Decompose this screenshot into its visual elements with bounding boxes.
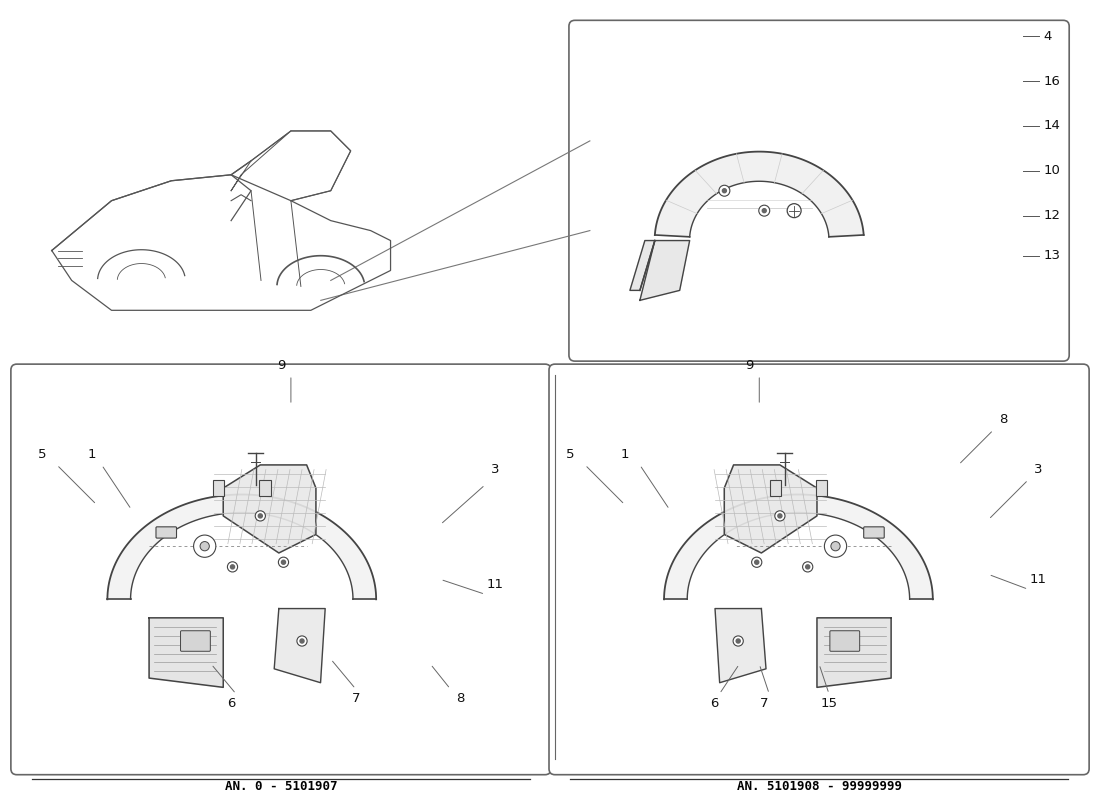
Circle shape (736, 639, 740, 643)
FancyBboxPatch shape (180, 630, 210, 651)
Polygon shape (817, 618, 891, 687)
Polygon shape (654, 152, 864, 237)
Polygon shape (630, 241, 654, 290)
Circle shape (759, 205, 770, 216)
FancyBboxPatch shape (549, 364, 1089, 774)
Bar (816, 480, 827, 496)
Polygon shape (640, 241, 690, 300)
Text: 11: 11 (486, 578, 504, 591)
FancyBboxPatch shape (864, 527, 884, 538)
Text: a passion for parts since 1983: a passion for parts since 1983 (508, 477, 732, 562)
Circle shape (830, 542, 840, 551)
Text: AN. 0 - 5101907: AN. 0 - 5101907 (224, 780, 338, 793)
Circle shape (200, 542, 209, 551)
Text: 7: 7 (760, 698, 769, 710)
Text: 9: 9 (277, 358, 285, 372)
Text: 6: 6 (227, 698, 235, 710)
Text: 4: 4 (1043, 30, 1052, 42)
FancyBboxPatch shape (11, 364, 551, 774)
Circle shape (762, 209, 767, 213)
Text: 3: 3 (1034, 463, 1043, 476)
Polygon shape (223, 465, 316, 553)
Bar (260, 480, 271, 496)
Text: 7: 7 (351, 693, 360, 706)
Circle shape (282, 560, 286, 564)
Polygon shape (664, 494, 933, 599)
Text: AN. 5101908 - 99999999: AN. 5101908 - 99999999 (737, 780, 902, 793)
Circle shape (228, 562, 238, 572)
Polygon shape (724, 465, 817, 553)
Text: 9: 9 (745, 358, 754, 372)
Text: 1: 1 (87, 448, 96, 462)
Circle shape (774, 510, 785, 521)
Circle shape (803, 562, 813, 572)
Circle shape (755, 560, 759, 564)
Circle shape (719, 186, 730, 196)
Text: 10: 10 (1043, 164, 1060, 178)
Circle shape (231, 565, 234, 569)
FancyBboxPatch shape (829, 630, 860, 651)
Text: 13: 13 (1043, 249, 1060, 262)
Text: 8: 8 (456, 693, 464, 706)
Text: 16: 16 (1043, 74, 1060, 88)
Text: 3: 3 (491, 463, 499, 476)
Polygon shape (274, 609, 326, 682)
Circle shape (297, 636, 307, 646)
Text: 11: 11 (1030, 573, 1047, 586)
Text: 8: 8 (999, 414, 1008, 426)
Bar (213, 480, 224, 496)
Circle shape (824, 535, 847, 558)
Text: 5: 5 (565, 448, 574, 462)
Text: 5: 5 (37, 448, 46, 462)
Polygon shape (108, 494, 376, 599)
Text: 15: 15 (821, 698, 837, 710)
Text: europaspares: europaspares (201, 411, 500, 449)
Text: 6: 6 (711, 698, 718, 710)
FancyBboxPatch shape (569, 20, 1069, 361)
Circle shape (733, 636, 744, 646)
Circle shape (723, 189, 726, 193)
FancyBboxPatch shape (156, 527, 176, 538)
Polygon shape (150, 618, 223, 687)
Circle shape (300, 639, 304, 643)
Circle shape (805, 565, 810, 569)
Circle shape (788, 204, 801, 218)
Text: 12: 12 (1043, 209, 1060, 222)
Circle shape (258, 514, 262, 518)
Polygon shape (715, 609, 766, 682)
Text: 1: 1 (620, 448, 629, 462)
Circle shape (278, 557, 288, 567)
Circle shape (751, 557, 762, 567)
Circle shape (255, 510, 265, 521)
Circle shape (194, 535, 216, 558)
Circle shape (778, 514, 782, 518)
Bar (770, 480, 781, 496)
Text: 14: 14 (1043, 119, 1060, 133)
